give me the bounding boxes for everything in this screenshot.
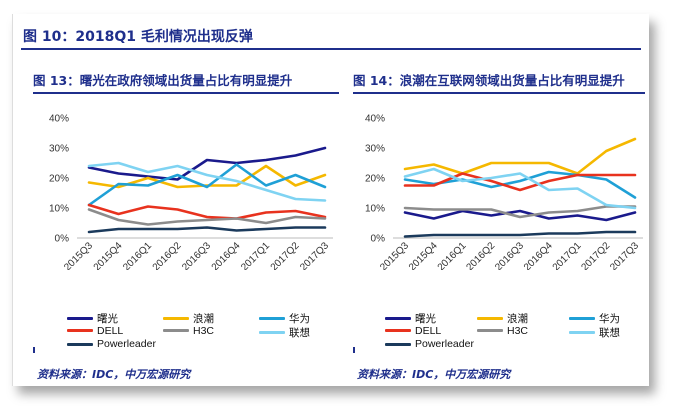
legend-swatch: [385, 329, 411, 332]
legend-swatch: [477, 317, 503, 320]
legend-label: 联想: [599, 326, 620, 339]
legend-item: 华为: [259, 311, 310, 326]
series-line-1: [403, 137, 637, 175]
y-tick-label: 20%: [49, 174, 69, 185]
legend-swatch: [477, 329, 503, 332]
y-tick-label: 40%: [49, 114, 69, 125]
legend-label: DELL: [97, 324, 124, 337]
series-line-0: [403, 209, 637, 222]
x-tick-label: 2017Q3: [298, 240, 331, 270]
legend-item: 华为: [569, 311, 620, 326]
legend-label: 曙光: [97, 313, 118, 325]
series-line-4: [403, 205, 637, 219]
legend-label: 华为: [599, 313, 620, 325]
y-tick-label: 0%: [371, 234, 386, 245]
series-line-5: [403, 167, 637, 210]
panel-left-source: 资料来源：IDC，中万宏源研究: [37, 368, 191, 381]
legend-swatch: [569, 317, 595, 320]
legend-item: DELL: [385, 325, 441, 337]
main-title-rule: [21, 48, 641, 50]
legend-item: 联想: [259, 325, 310, 340]
legend-swatch: [163, 329, 189, 332]
legend-label: 浪潮: [193, 313, 214, 325]
legend-item: 曙光: [385, 311, 436, 326]
legend-label: 浪潮: [507, 313, 528, 325]
legend-item: 曙光: [67, 311, 118, 326]
series-line-3: [87, 203, 327, 220]
y-tick-label: 10%: [49, 204, 69, 215]
legend-swatch: [385, 317, 411, 320]
legend-item: Powerleader: [67, 338, 156, 350]
panel-right-title: 图 14：浪潮在互联网领域出货量占比有明显提升: [353, 73, 625, 88]
legend-item: H3C: [477, 325, 528, 337]
y-tick-label: 20%: [365, 174, 385, 185]
legend-label: 曙光: [415, 313, 436, 325]
y-tick-label: 40%: [365, 114, 385, 125]
series-line-2: [87, 163, 327, 207]
legend-item: 浪潮: [163, 311, 214, 326]
main-title: 图 10：2018Q1 毛利情况出现反弹: [23, 29, 253, 45]
report-card: 图 10：2018Q1 毛利情况出现反弹 图 13：曙光在政府领域出货量占比有明…: [12, 14, 649, 386]
legend-swatch: [259, 317, 285, 320]
panel-left-title: 图 13：曙光在政府领域出货量占比有明显提升: [33, 73, 293, 88]
legend-item: Powerleader: [385, 338, 474, 350]
legend-swatch: [259, 330, 285, 334]
series-line-0: [87, 146, 327, 181]
legend-label: H3C: [507, 324, 529, 337]
y-tick-label: 30%: [365, 144, 385, 155]
legend-label: DELL: [415, 324, 442, 337]
panel-right-rule: [353, 92, 645, 94]
panel-left-corner-mark: [33, 347, 35, 353]
panel-right-corner-mark: [353, 347, 355, 353]
legend-swatch: [67, 317, 93, 320]
legend-swatch: [67, 342, 93, 346]
legend-item: 浪潮: [477, 311, 528, 326]
y-tick-label: 10%: [365, 204, 385, 215]
legend-swatch: [385, 342, 411, 346]
series-line-3: [403, 172, 637, 192]
legend-item: DELL: [67, 325, 123, 337]
legend-swatch: [67, 329, 93, 332]
legend-label: 华为: [289, 313, 310, 325]
y-tick-label: 0%: [55, 234, 70, 245]
legend-item: 联想: [569, 325, 620, 340]
series-line-4: [87, 208, 327, 226]
legend-label: 联想: [289, 326, 310, 339]
legend-label: Powerleader: [415, 338, 474, 350]
legend-swatch: [163, 317, 189, 320]
series-line-5: [87, 161, 327, 202]
panel-right-source: 资料来源：IDC，中万宏源研究: [357, 368, 511, 381]
legend-label: Powerleader: [97, 338, 156, 350]
chart-right: 0%10%20%30%40%2015Q32015Q42016Q12016Q220…: [365, 114, 643, 270]
legend-swatch: [569, 330, 595, 334]
series-line-6: [87, 226, 327, 234]
legend-label: H3C: [193, 324, 215, 337]
series-line-6: [403, 230, 637, 238]
chart-left: 0%10%20%30%40%2015Q32015Q42016Q12016Q220…: [49, 114, 333, 270]
y-tick-label: 30%: [49, 144, 69, 155]
x-tick-label: 2017Q3: [608, 240, 641, 270]
legend-item: H3C: [163, 325, 214, 337]
panel-left-rule: [33, 92, 339, 94]
